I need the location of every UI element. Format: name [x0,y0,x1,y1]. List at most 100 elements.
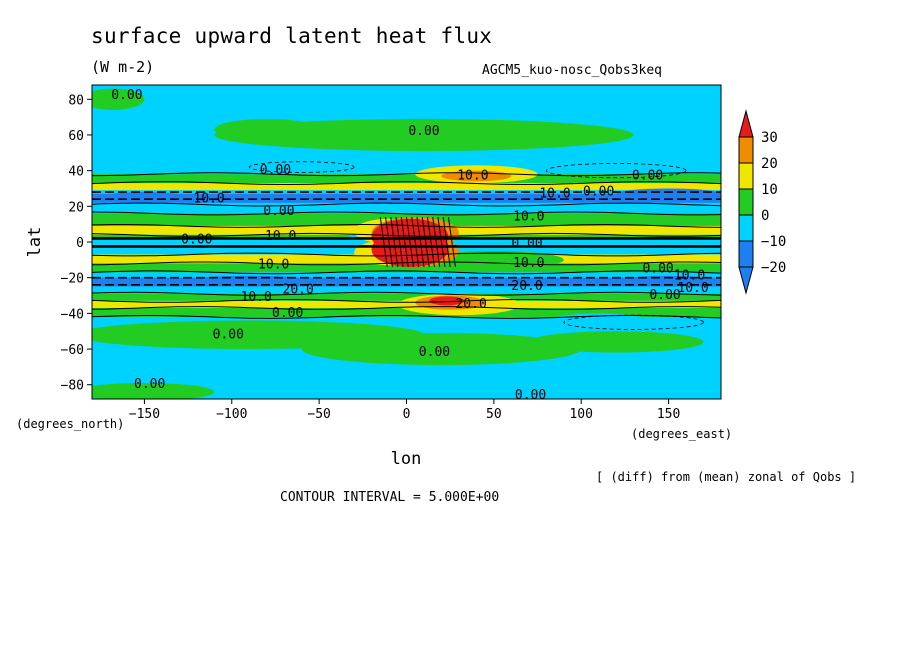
contour-region [616,188,721,200]
contour-line-dense [400,216,409,268]
y-tick-label: 40 [68,165,84,180]
y-tick-label: 0 [76,236,84,251]
x-tick-label: 50 [486,407,502,422]
y-axis: 80 60 40 20 0 −20 −40 −60 −80 [61,93,92,394]
contour-line-dense [390,216,399,268]
contour-line [92,223,721,228]
contour-label: 10.0 [241,290,272,305]
zonal-band [92,277,721,287]
y-tick-label: −80 [61,379,84,394]
contour-label: 10.0 [457,168,488,183]
y-tick-label: −20 [61,272,84,287]
y-tick-label: 20 [68,200,84,215]
contour-line [92,211,721,216]
contour-label: 0.00 [649,288,680,303]
zonal-band [92,293,721,301]
contour-region [92,88,145,110]
difference-note: [ (diff) from (mean) zonal of Qobs ] [596,470,857,484]
contour-line-dense [385,216,394,268]
contour-label: 10.0 [258,258,289,273]
contour-line-dense [432,216,441,268]
zonal-band [92,174,721,184]
contour-region [546,313,652,332]
colorbar-label: 10 [761,182,778,198]
contour-label: 0.00 [642,261,673,276]
contour-line [92,172,721,177]
x-tick-label: 0 [403,407,411,422]
contour-label: 10.0 [539,186,570,201]
contour-label: 0.00 [181,233,212,248]
contour-line-dense [411,216,420,268]
contour-line [92,299,721,303]
contour-line-dashed [248,161,355,173]
contour-line [92,232,721,237]
chart-title: surface upward latent heat flux [91,24,493,48]
contour-line-dense [442,216,451,268]
colorbar-segment [738,162,754,190]
contour-line [92,270,721,275]
x-axis-label: lon [391,449,422,469]
zonal-band [92,183,721,191]
x-axis: −150 −100 −50 0 50 100 150 [129,399,680,422]
contour-line-dashed [563,314,704,330]
contour-region [179,275,320,287]
colorbar-segment [738,240,754,268]
contour-label: 0.00 [583,185,614,200]
colorbar-label: 20 [761,156,778,172]
contour-label: 10.0 [674,268,705,283]
zonal-band [92,263,721,273]
contour-label: 0.00 [419,345,450,360]
contour-line [92,315,721,319]
contour-region [429,296,465,306]
contour-line [92,291,721,296]
contour-line-dense [437,216,446,268]
contour-label: 10.0 [265,229,296,244]
contour-label: 0.00 [632,168,663,183]
colorbar-label: 0 [761,208,769,224]
contour-label: 0.00 [134,377,165,392]
contour-region [528,331,704,353]
contour-line [92,202,721,207]
contour-interval: CONTOUR INTERVAL = 5.000E+00 [280,490,500,505]
contour-line [92,181,721,185]
y-tick-label: −60 [61,343,84,358]
x-tick-label: −150 [129,407,160,422]
contour-region [100,192,189,203]
contour-label: 20.0 [455,297,486,312]
contour-lines [92,161,721,330]
y-unit-label: (degrees_north) [16,417,124,431]
contour-label: 10.0 [677,281,708,296]
chart-units: (W m-2) [91,58,155,76]
contour-region [92,382,215,399]
zonal-band [92,286,721,294]
contour-line-dense [421,216,430,268]
contour-line [92,306,721,310]
y-tick-label: 80 [68,93,84,108]
contour-line-dashed [545,163,687,179]
contour-region [616,275,721,287]
colorbar-segment [738,266,754,295]
colorbar-segment [738,188,754,216]
x-tick-label: −100 [216,407,247,422]
contour-label: 0.00 [263,204,294,219]
colorbar-segment [738,109,754,138]
zonal-band [92,272,721,282]
x-tick-label: 150 [657,407,680,422]
y-axis-label: lat [25,227,45,258]
contour-line-dense [416,216,425,268]
contour-label: 0.00 [408,124,439,139]
model-label: AGCM5_kuo-nosc_Qobs3keq [482,63,663,78]
contour-label: 0.00 [272,306,303,321]
zonal-band [92,308,721,317]
y-tick-label: −40 [61,307,84,322]
contour-label: 10.0 [193,192,224,207]
y-tick-label: 60 [68,129,84,144]
contour-region [214,118,634,152]
contour-label: 20.0 [283,283,314,298]
contour-label: 0.00 [213,327,244,342]
contour-line-dense [379,216,388,268]
contour-label: 0.00 [511,236,542,251]
contour-region [301,332,582,366]
